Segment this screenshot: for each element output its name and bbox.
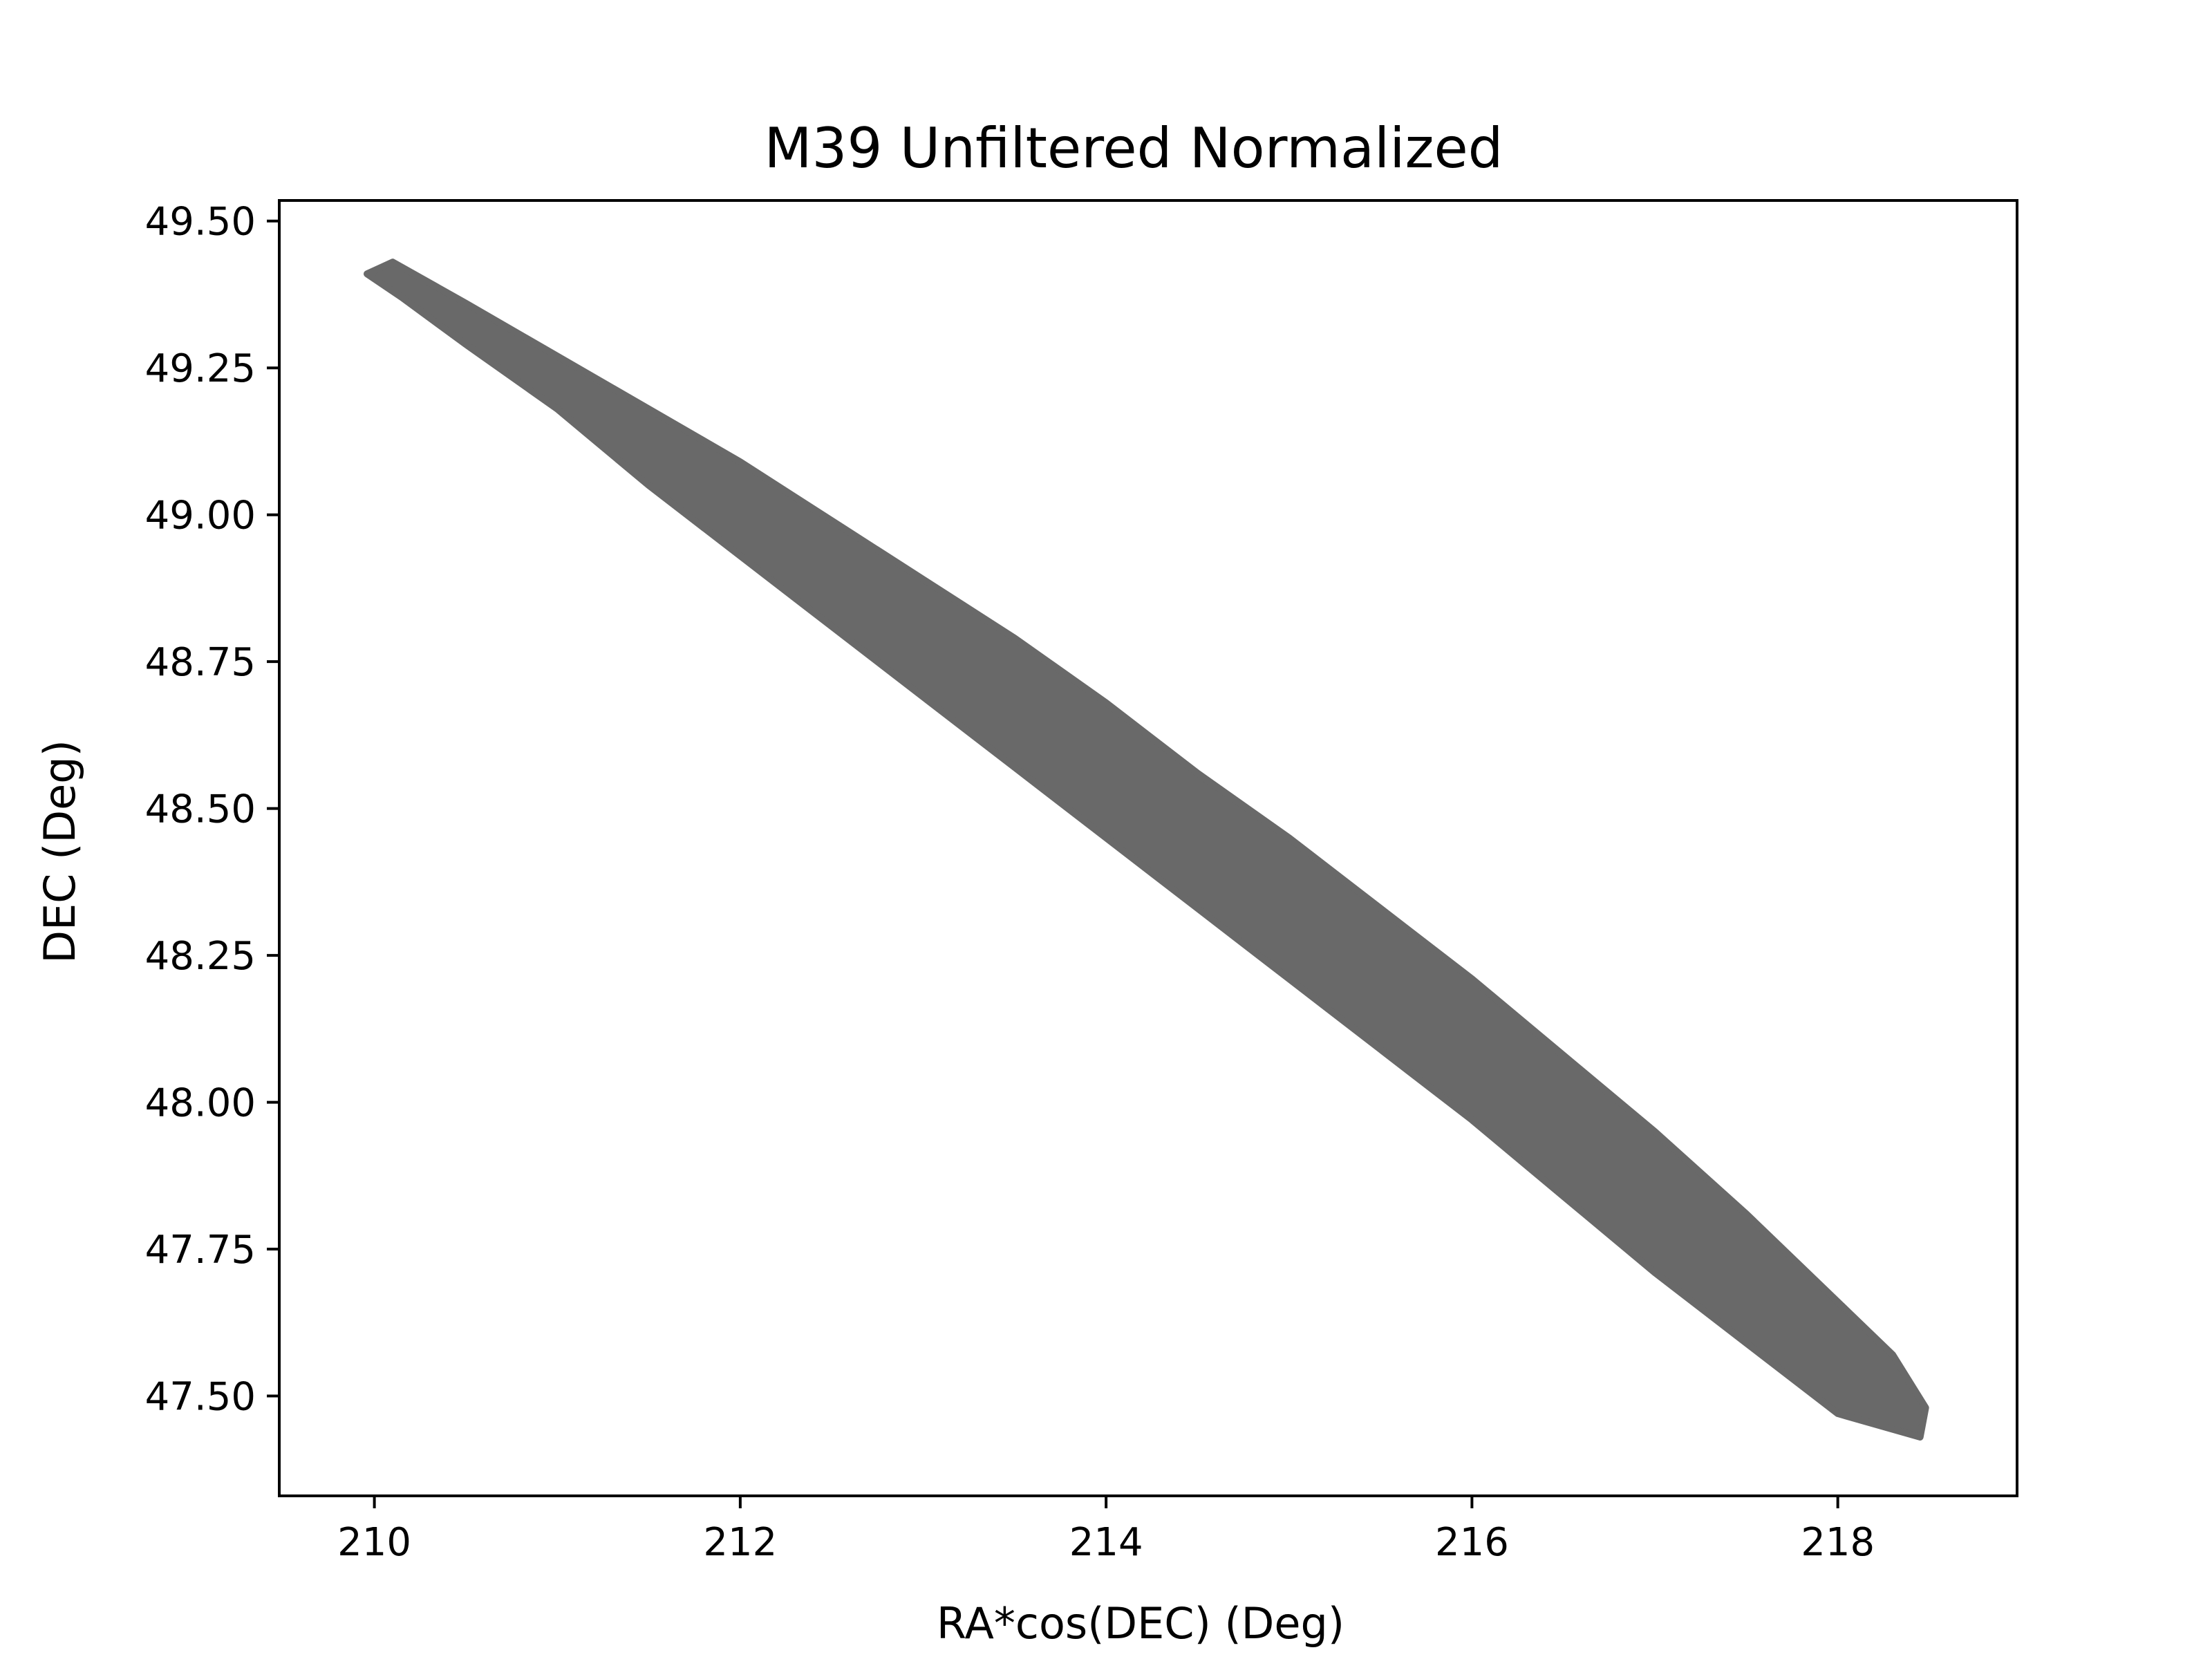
y-tick-label: 48.75 <box>145 640 256 685</box>
x-axis: 210 212 214 216 218 <box>337 1496 1875 1565</box>
x-axis-label: RA*cos(DEC) (Deg) <box>937 1598 1344 1649</box>
y-tick-label: 49.25 <box>145 346 256 391</box>
y-tick-label: 49.00 <box>145 494 256 538</box>
y-axis-label: DEC (Deg) <box>35 740 85 964</box>
plot-area <box>364 259 1929 1441</box>
x-tick-label: 210 <box>337 1520 411 1565</box>
y-tick-label: 47.50 <box>145 1375 256 1420</box>
data-point-cloud <box>364 259 1929 1441</box>
y-tick-label: 49.50 <box>145 200 256 245</box>
y-tick-label: 48.00 <box>145 1081 256 1126</box>
axes-frame <box>278 199 2018 1497</box>
x-tick-label: 212 <box>703 1520 777 1565</box>
chart-title: M39 Unfiltered Normalized <box>765 116 1503 180</box>
y-tick-label: 48.25 <box>145 934 256 979</box>
x-tick-label: 216 <box>1435 1520 1509 1565</box>
y-tick-label: 47.75 <box>145 1228 256 1273</box>
x-tick-label: 218 <box>1801 1520 1875 1565</box>
y-tick-label: 48.50 <box>145 787 256 832</box>
y-axis: 47.50 47.75 48.00 48.25 48.50 48.75 49.00 49.25… <box>145 200 279 1420</box>
x-tick-label: 214 <box>1069 1520 1143 1565</box>
